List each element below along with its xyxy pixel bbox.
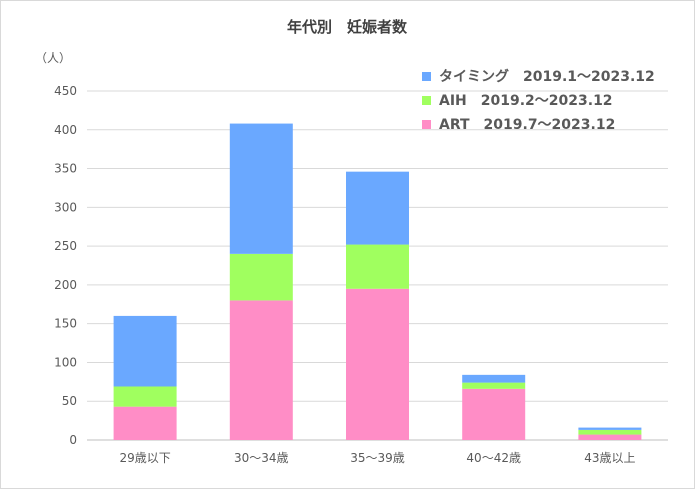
legend-swatch — [422, 96, 431, 105]
y-tick-label: 350 — [54, 162, 77, 176]
bar-segment — [346, 244, 409, 289]
bar-segment — [462, 388, 526, 440]
y-tick-label: 400 — [54, 123, 77, 137]
bar-segment — [462, 374, 526, 383]
bar-segment — [229, 253, 293, 301]
legend-label: ART 2019.7〜2023.12 — [439, 117, 615, 133]
y-tick-label: 200 — [54, 278, 77, 292]
legend: タイミング 2019.1〜2023.12 AIH 2019.2〜2023.12 AR… — [422, 68, 655, 133]
y-axis-ticks: 0 50 100 150 200 250 300 350 400 450 — [54, 84, 77, 447]
chart-title: 年代別 妊娠者数 — [287, 18, 408, 36]
x-tick-label: 43歳以上 — [584, 451, 635, 465]
y-tick-label: 100 — [54, 355, 77, 369]
y-tick-label: 450 — [54, 84, 77, 98]
x-tick-label: 40〜42歳 — [466, 451, 521, 465]
bar-segment — [113, 406, 177, 440]
x-tick-label: 29歳以下 — [119, 451, 170, 465]
bar-segment — [578, 427, 642, 430]
legend-label: タイミング 2019.1〜2023.12 — [439, 68, 655, 85]
y-axis-unit-label: （人） — [35, 51, 71, 65]
bar-segment — [578, 429, 642, 435]
bar-segment — [113, 315, 177, 387]
legend-swatch — [422, 72, 431, 81]
bar-segment — [578, 434, 642, 440]
y-tick-label: 50 — [62, 394, 77, 408]
x-tick-label: 35〜39歳 — [350, 451, 405, 465]
legend-label: AIH 2019.2〜2023.12 — [439, 93, 613, 109]
bar-segment — [346, 171, 409, 245]
legend-swatch — [422, 120, 431, 129]
x-axis-ticks: 29歳以下 30〜34歳 35〜39歳 40〜42歳 43歳以上 — [119, 451, 635, 465]
x-tick-label: 30〜34歳 — [234, 451, 289, 465]
bar-segment — [346, 288, 409, 440]
bar-segment — [462, 382, 526, 389]
y-tick-label: 150 — [54, 317, 77, 331]
y-tick-label: 300 — [54, 200, 77, 214]
bar-segment — [229, 300, 293, 440]
bars — [113, 123, 642, 440]
y-tick-label: 250 — [54, 239, 77, 253]
y-tick-label: 0 — [69, 433, 77, 447]
bar-segment — [229, 123, 293, 254]
bar-segment — [113, 386, 177, 407]
